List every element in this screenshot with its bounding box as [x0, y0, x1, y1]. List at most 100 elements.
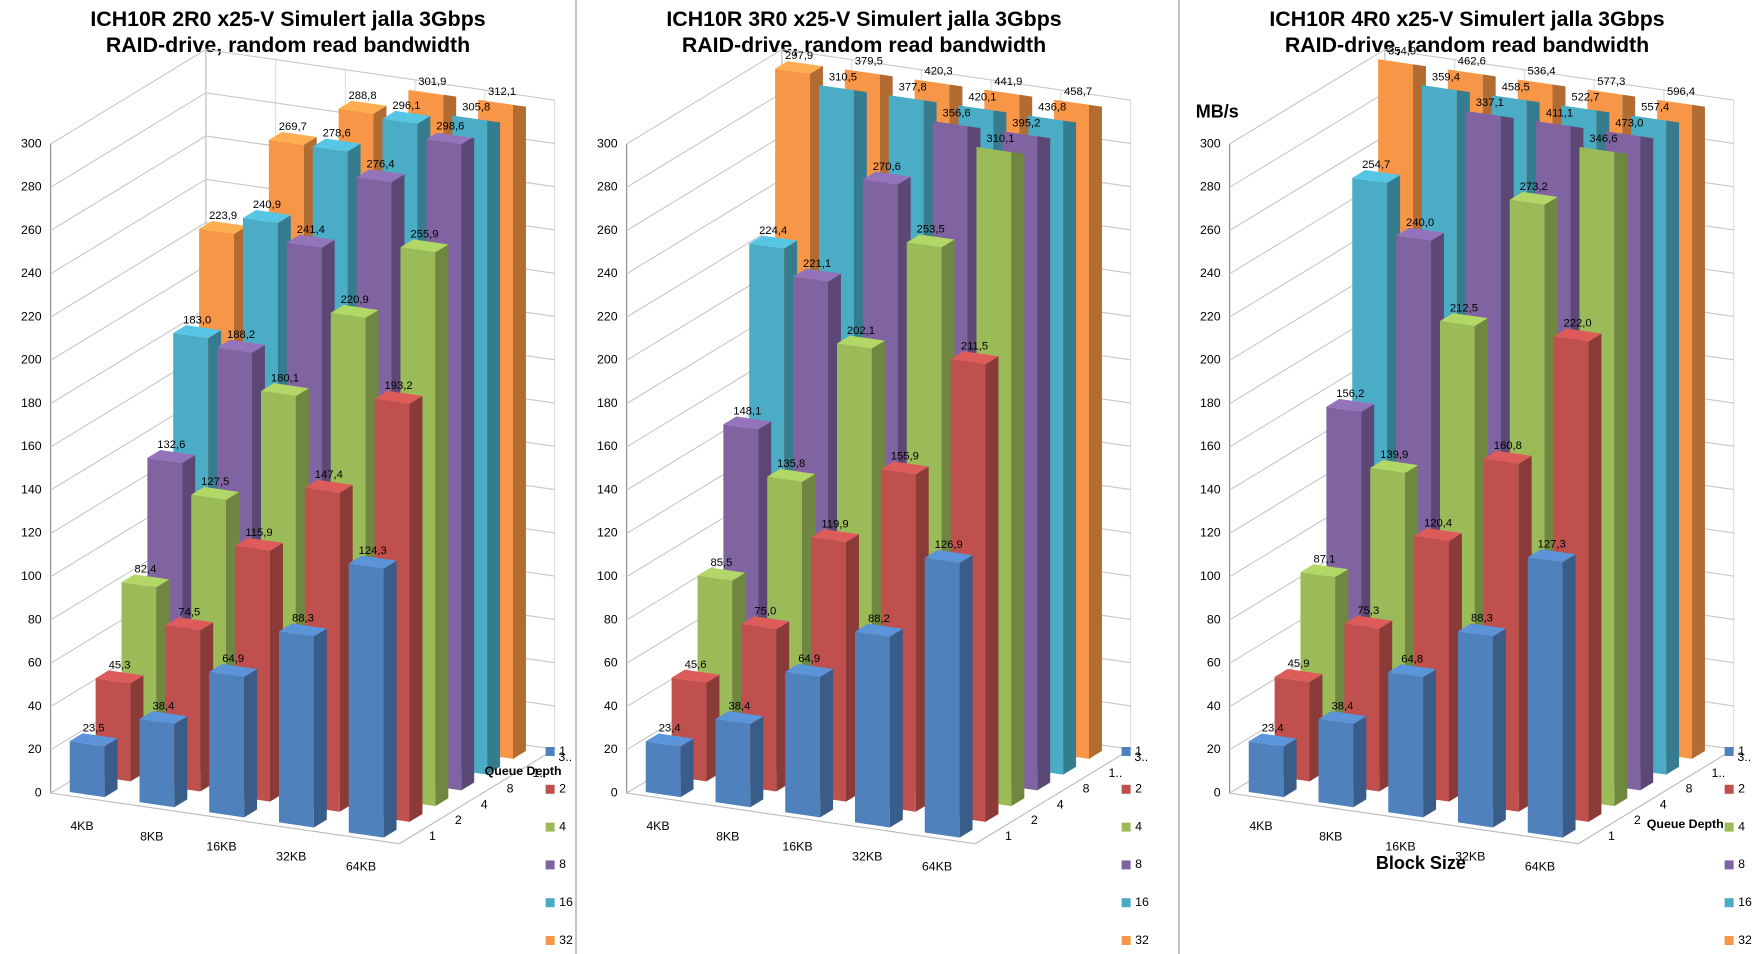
x-tick-label: 64KB — [346, 860, 376, 874]
y-tick-label: 40 — [1207, 699, 1221, 713]
value-label: 135,8 — [777, 458, 805, 470]
bar-top — [1344, 615, 1393, 629]
bar-top — [147, 450, 196, 463]
y-tick-label: 0 — [611, 785, 618, 799]
depth-tick-label: 1 — [1608, 829, 1615, 843]
bar-top — [855, 623, 903, 637]
y-tick-label: 100 — [1200, 569, 1221, 583]
bar — [924, 550, 973, 838]
bar-side — [104, 738, 118, 798]
value-label: 278,6 — [323, 128, 351, 140]
bar-top — [279, 623, 327, 637]
legend-swatch — [1121, 784, 1131, 794]
bar-front — [139, 718, 175, 808]
value-label: 38,4 — [1331, 700, 1353, 712]
x-tick-label: 64KB — [922, 860, 952, 874]
value-label: 255,9 — [410, 229, 438, 241]
value-label: 45,3 — [109, 660, 131, 672]
value-label: 188,2 — [227, 329, 255, 341]
bar-top — [286, 234, 335, 248]
y-tick-label: 20 — [604, 742, 618, 756]
legend-label: 8 — [1135, 857, 1142, 871]
value-label: 254,7 — [1362, 159, 1390, 171]
value-label: 23,4 — [659, 723, 681, 735]
bar-top — [811, 529, 859, 543]
legend-swatch — [545, 860, 555, 870]
value-label: 269,7 — [279, 121, 307, 133]
bar-front — [715, 718, 751, 808]
y-tick-label: 260 — [597, 223, 618, 237]
value-label: 180,1 — [271, 372, 299, 384]
value-label: 220,9 — [341, 294, 369, 306]
bar-top — [1318, 711, 1367, 725]
legend-swatch — [545, 822, 555, 832]
legend-label: 1 — [1738, 744, 1745, 758]
y-tick-label: 280 — [21, 180, 42, 194]
bar-top — [1458, 623, 1506, 637]
y-tick-label: 0 — [35, 785, 42, 799]
value-label: 273,2 — [1520, 181, 1548, 193]
value-label: 379,5 — [855, 56, 883, 68]
bar-top — [348, 555, 397, 569]
bar — [1388, 664, 1437, 818]
value-label: 377,8 — [899, 81, 927, 93]
depth-tick-label: 2 — [455, 813, 462, 827]
legend-swatch — [1724, 822, 1734, 832]
bar-top — [199, 220, 247, 234]
bar-side — [244, 669, 258, 818]
value-label: 337,1 — [1476, 97, 1504, 109]
bar-top — [1388, 664, 1437, 678]
bar-top — [1274, 669, 1323, 682]
y-tick-label: 180 — [1200, 396, 1221, 410]
bar-top — [1352, 169, 1401, 183]
bar-front — [785, 671, 821, 818]
y-tick-label: 180 — [21, 396, 42, 410]
bar-top — [741, 616, 790, 630]
legend-swatch — [545, 747, 555, 756]
y-tick-label: 20 — [1207, 742, 1221, 756]
y-tick-label: 0 — [1214, 785, 1221, 799]
bar-top — [950, 351, 999, 365]
bar-top — [723, 416, 772, 430]
depth-tick-label: 2 — [1031, 813, 1038, 827]
value-label: 354,9 — [1388, 45, 1416, 57]
bar-top — [785, 663, 834, 677]
bar-side — [409, 395, 423, 822]
value-label: 212,5 — [1450, 302, 1478, 314]
y-tick-label: 220 — [597, 309, 618, 323]
bar-front — [645, 741, 681, 798]
y-tick-label: 220 — [1200, 309, 1221, 323]
bar-top — [715, 711, 764, 725]
bar-top — [1396, 227, 1444, 241]
bar-side — [1089, 48, 1102, 759]
legend-label: 4 — [559, 819, 566, 833]
bar-top — [1483, 450, 1532, 464]
value-label: 23,4 — [1262, 723, 1284, 735]
value-label: 82,4 — [134, 564, 156, 576]
legend-swatch — [1121, 936, 1131, 945]
bar-top — [338, 100, 387, 114]
bar-front — [1248, 741, 1284, 798]
value-label: 241,4 — [297, 224, 325, 236]
bar-side — [1011, 127, 1025, 807]
value-label: 45,6 — [685, 659, 707, 671]
value-label: 441,9 — [994, 76, 1022, 88]
legend-swatch — [1121, 747, 1131, 756]
bar-side — [750, 716, 764, 808]
depth-tick-label: 3.. — [1737, 750, 1751, 764]
value-label: 221,1 — [803, 258, 831, 270]
bar-front — [855, 631, 890, 828]
value-label: 557,4 — [1641, 102, 1669, 114]
y-tick-label: 60 — [28, 656, 42, 670]
bar — [139, 711, 188, 808]
bar-side — [383, 560, 397, 838]
value-label: 458,7 — [1064, 86, 1092, 98]
chart-subtitle: RAID-drive, random read bandwidth — [1285, 33, 1649, 57]
bar-top — [767, 468, 816, 482]
y-tick-label: 300 — [1200, 136, 1221, 150]
bar-side — [1353, 716, 1367, 808]
bar-top — [261, 383, 309, 397]
y-tick-label: 140 — [21, 482, 42, 496]
bar-side — [435, 244, 449, 807]
value-label: 74,5 — [178, 606, 200, 618]
